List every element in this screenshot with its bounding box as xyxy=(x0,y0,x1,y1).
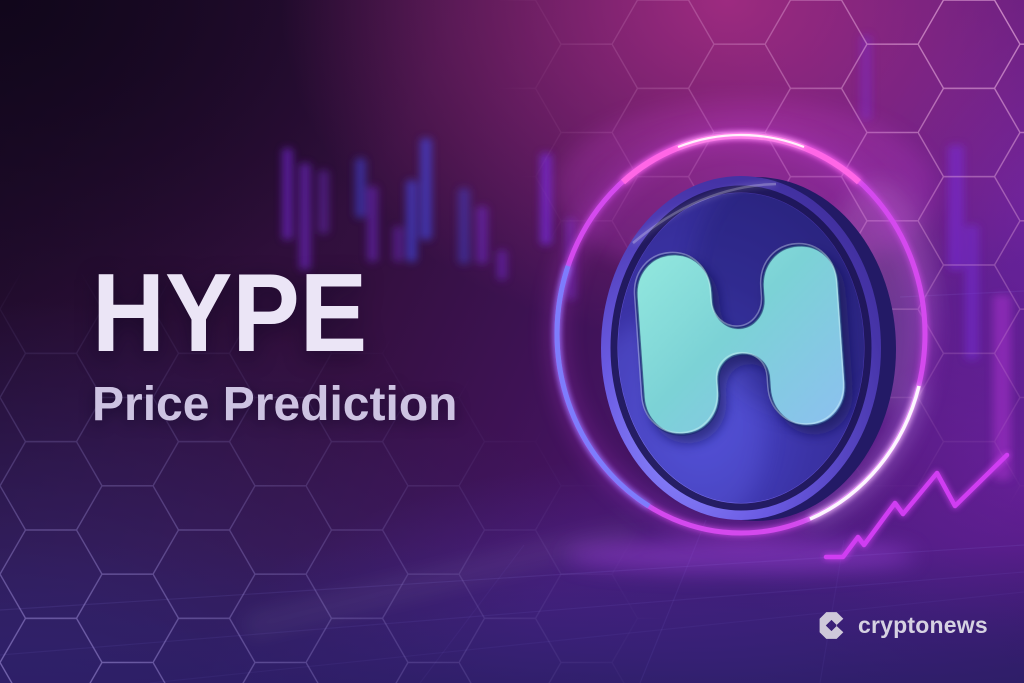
candlestick-bar xyxy=(318,170,329,234)
hyperliquid-h-logo xyxy=(633,242,847,436)
candlestick-bar xyxy=(393,226,403,262)
candlestick-bar xyxy=(299,163,311,270)
coin-neon-ring xyxy=(549,127,933,541)
coin-ticker-title: HYPE xyxy=(92,251,368,375)
page-subtitle: Price Prediction xyxy=(92,378,458,431)
candlestick-bar xyxy=(355,158,366,218)
candlestick-bar xyxy=(458,188,470,264)
candlestick-bar xyxy=(367,186,378,262)
candlestick-bar xyxy=(406,180,417,262)
cryptonews-logo: cryptonews xyxy=(816,606,988,644)
zigzag-uptrend-line xyxy=(823,452,1010,560)
headline-block: HYPE Price Prediction xyxy=(92,258,457,429)
candlestick-bar xyxy=(282,148,293,240)
candlestick-bar xyxy=(476,206,488,264)
cryptonews-hexagon-c-icon xyxy=(819,611,844,639)
brand-name: cryptonews xyxy=(858,611,988,638)
hyperliquid-hype-coin-icon xyxy=(549,100,935,573)
candlestick-bar xyxy=(420,138,432,240)
